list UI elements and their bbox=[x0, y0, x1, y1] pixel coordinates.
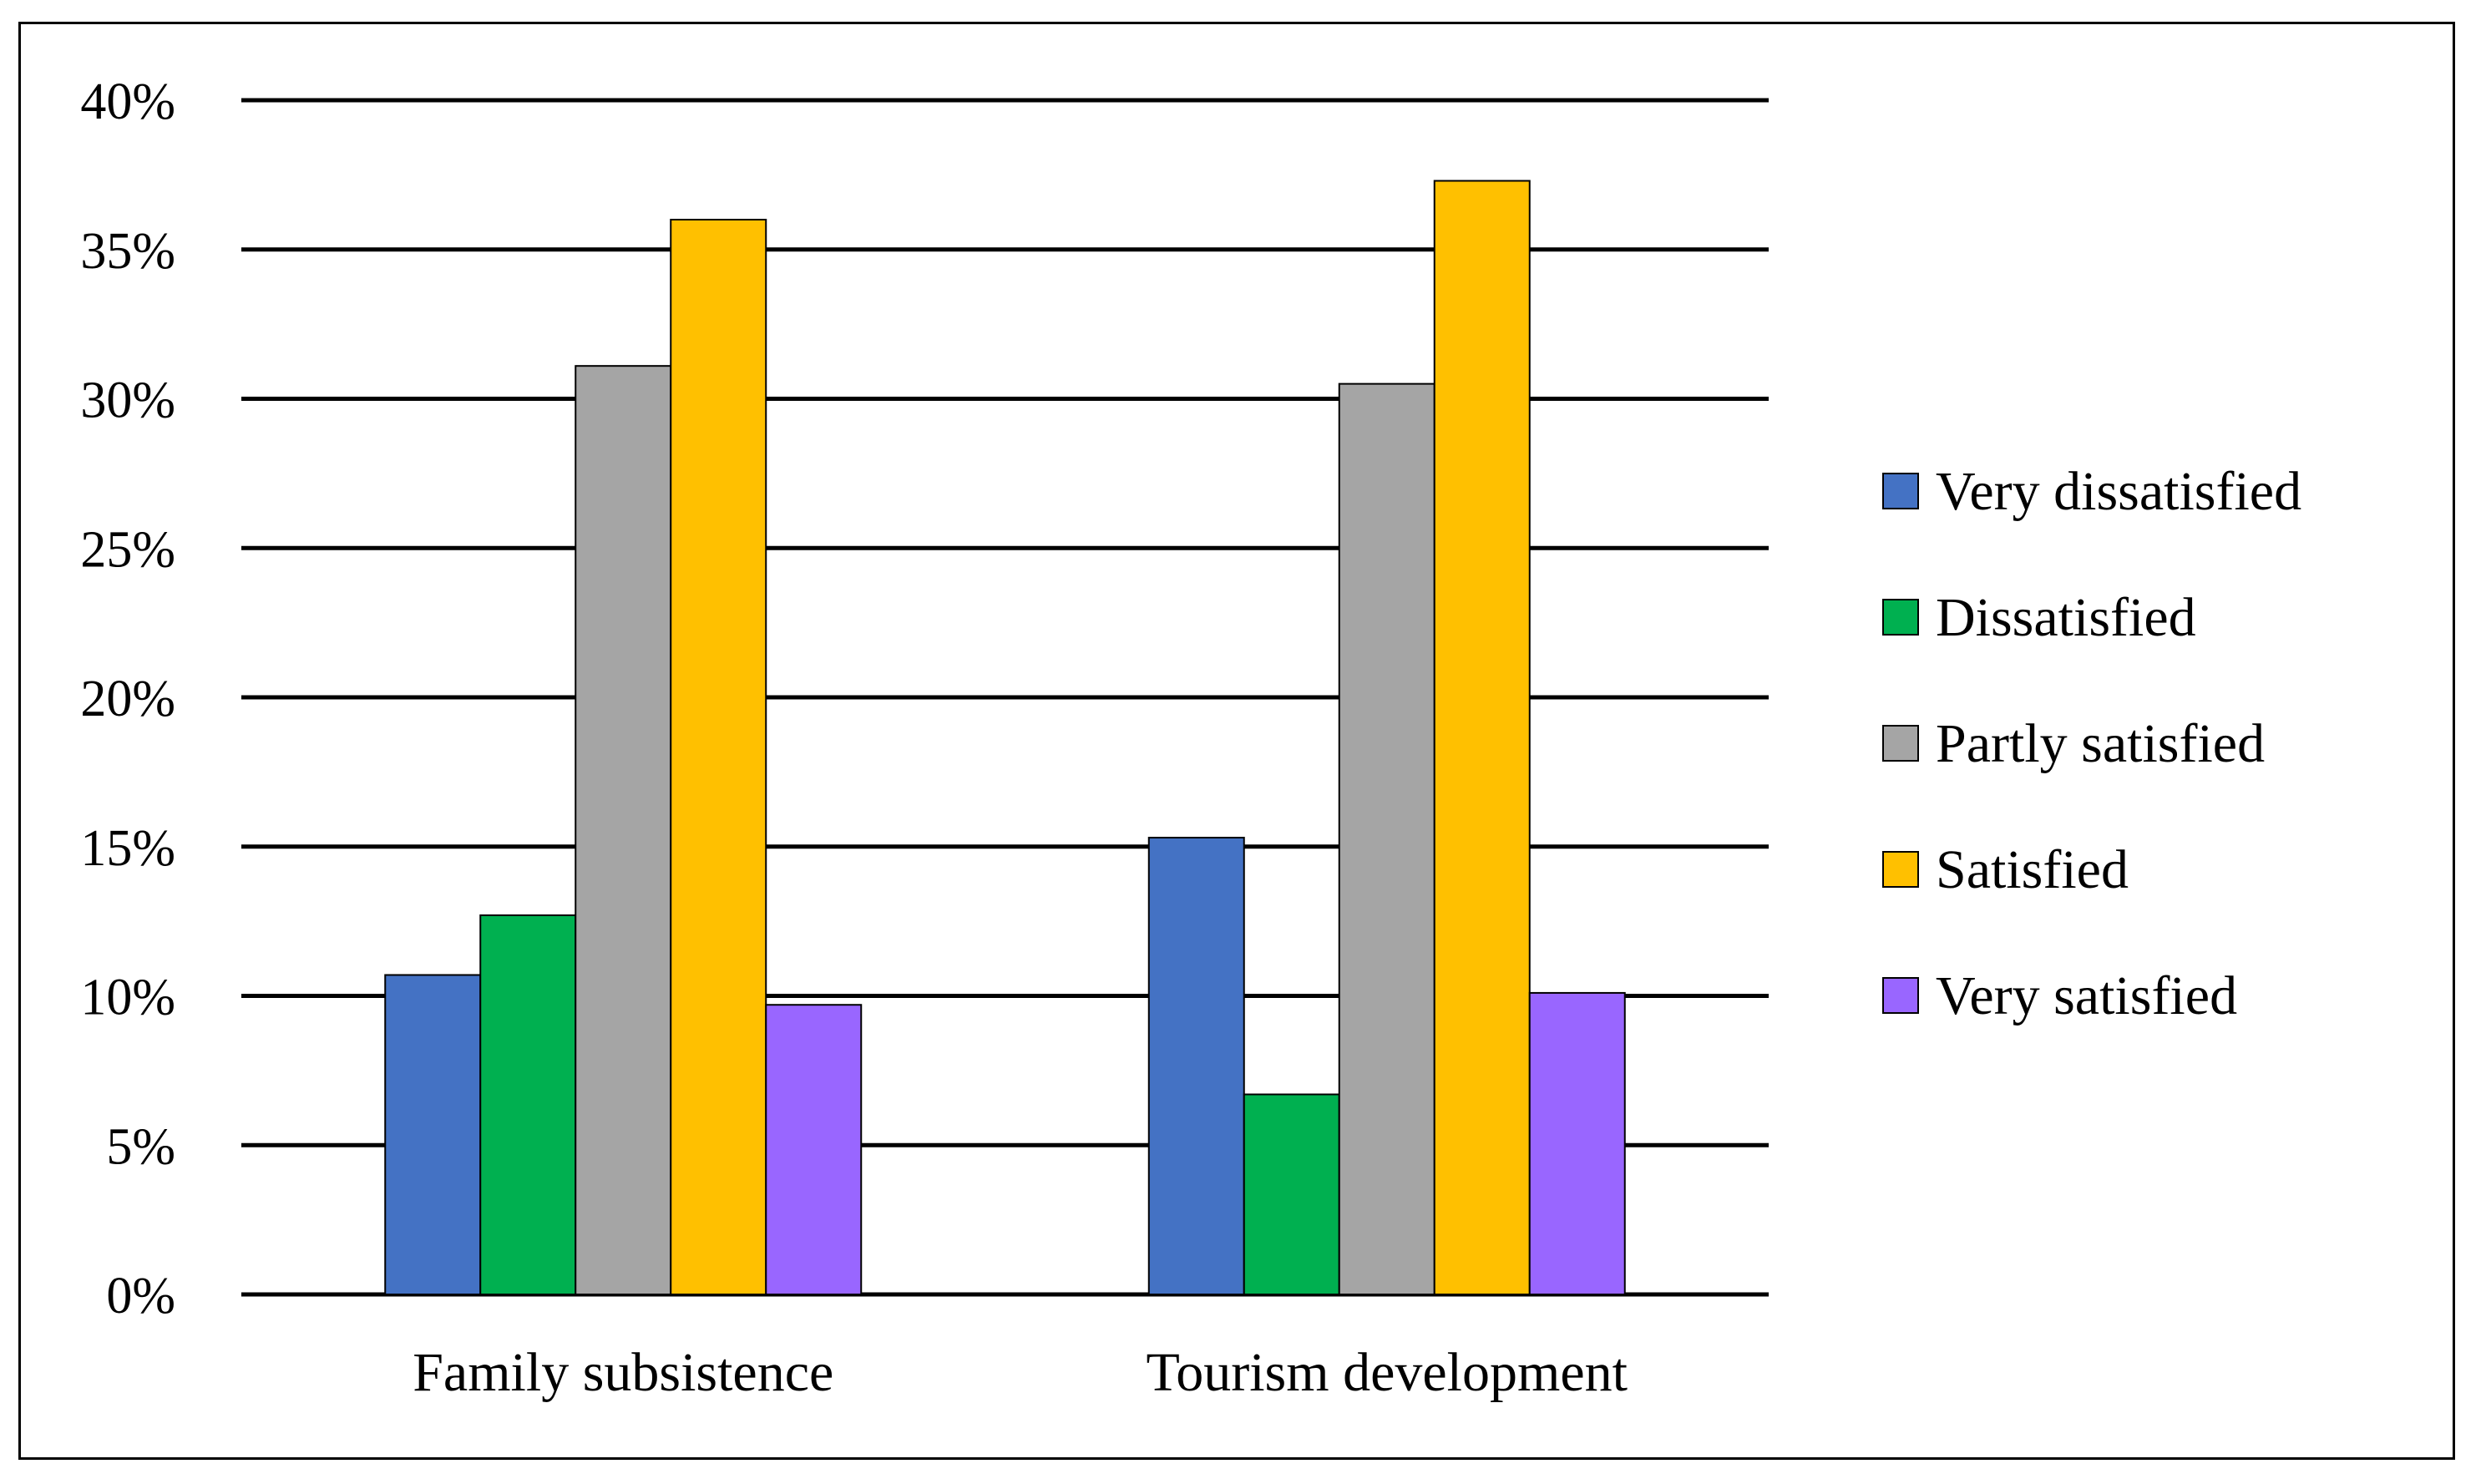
y-tick-label-0: 0% bbox=[106, 1268, 175, 1324]
bar-0-1 bbox=[479, 914, 577, 1295]
bar-1-0 bbox=[1147, 837, 1245, 1295]
legend-swatch-2 bbox=[1882, 725, 1919, 762]
bar-1-2 bbox=[1338, 382, 1435, 1295]
y-tick-label-10: 10% bbox=[80, 970, 175, 1026]
y-tick-label-35: 35% bbox=[80, 223, 175, 280]
legend-swatch-3 bbox=[1882, 851, 1919, 888]
bar-1-3 bbox=[1433, 180, 1531, 1295]
bar-0-0 bbox=[384, 974, 482, 1295]
bar-0-2 bbox=[575, 365, 672, 1295]
y-tick-label-25: 25% bbox=[80, 521, 175, 578]
legend-swatch-0 bbox=[1882, 473, 1919, 509]
y-tick-label-20: 20% bbox=[80, 671, 175, 727]
x-category-label-0: Family subsistence bbox=[413, 1342, 833, 1403]
legend-label-1: Dissatisfied bbox=[1936, 587, 2196, 648]
legend-label-0: Very dissatisfied bbox=[1936, 461, 2301, 522]
y-tick-label-30: 30% bbox=[80, 372, 175, 429]
y-tick-label-5: 5% bbox=[106, 1118, 175, 1175]
legend-swatch-1 bbox=[1882, 599, 1919, 636]
y-tick-label-40: 40% bbox=[80, 73, 175, 130]
legend-label-2: Partly satisfied bbox=[1936, 713, 2265, 774]
bar-0-4 bbox=[765, 1004, 863, 1295]
x-category-label-1: Tourism development bbox=[1147, 1342, 1628, 1403]
y-tick-label-15: 15% bbox=[80, 820, 175, 877]
legend-label-4: Very satisfied bbox=[1936, 965, 2237, 1026]
bar-0-3 bbox=[670, 219, 767, 1295]
legend-swatch-4 bbox=[1882, 977, 1919, 1014]
legend-label-3: Satisfied bbox=[1936, 839, 2129, 900]
bar-1-4 bbox=[1528, 991, 1626, 1296]
bar-1-1 bbox=[1243, 1093, 1340, 1295]
